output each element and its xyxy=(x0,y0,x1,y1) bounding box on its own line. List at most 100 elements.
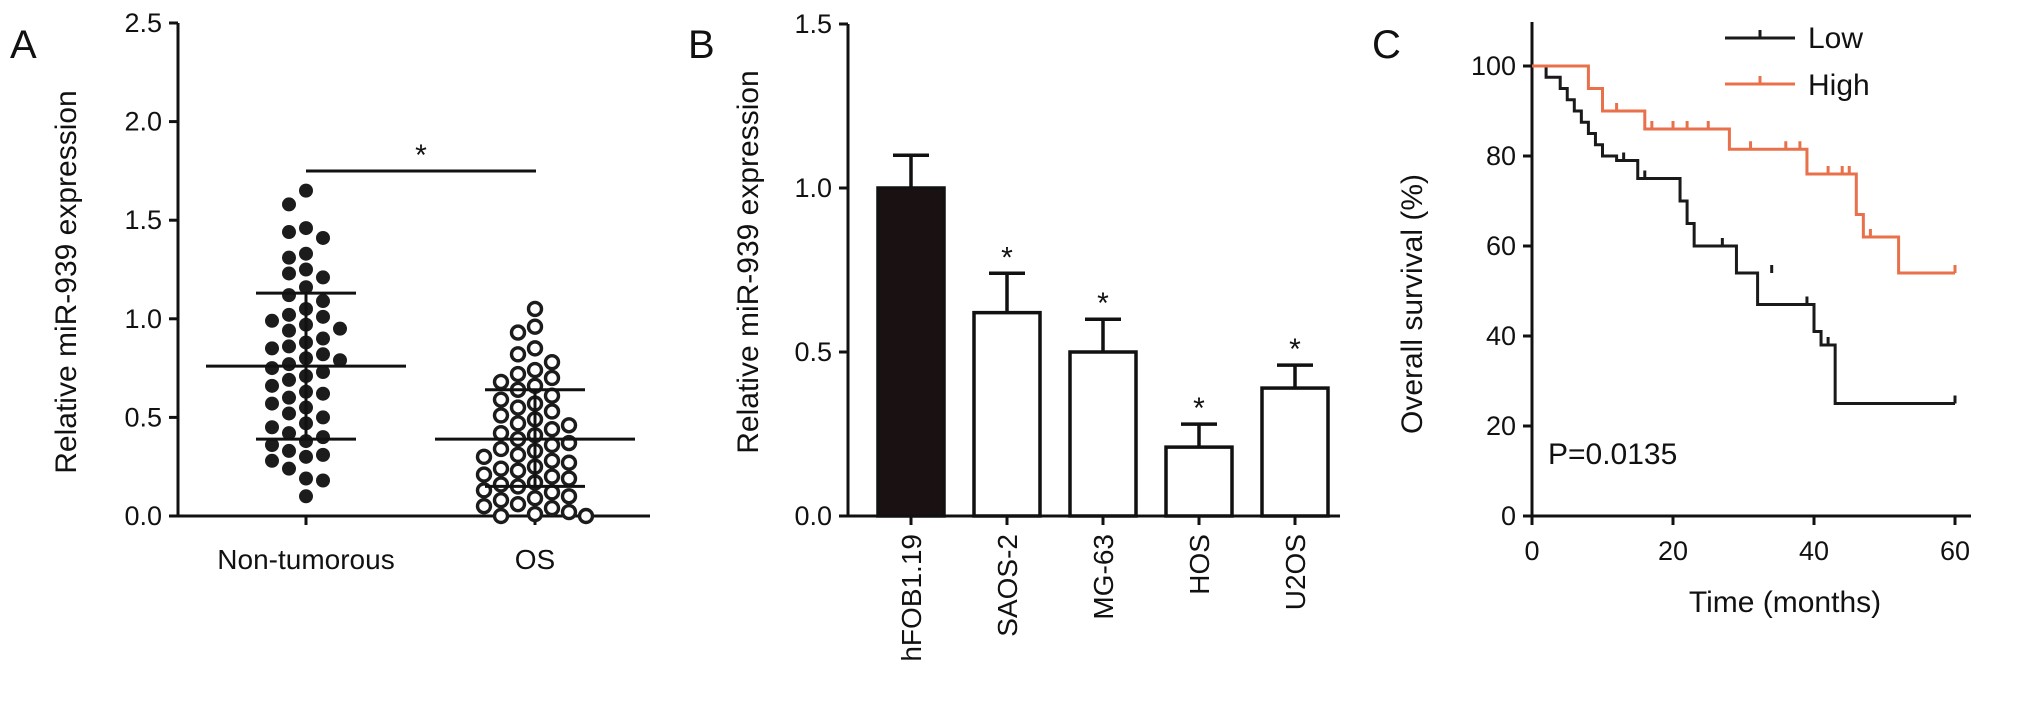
b-bar-hfob1-19 xyxy=(876,186,946,518)
a-point-os xyxy=(492,391,510,408)
a-point-os xyxy=(509,365,527,383)
a-point-os xyxy=(543,353,561,371)
a-point-os xyxy=(475,448,493,466)
a-point-os xyxy=(526,361,544,379)
b-bar-u2os xyxy=(1260,386,1330,518)
a-y-tick-label: 2.5 xyxy=(124,8,162,38)
a-point-non-tumorous xyxy=(282,390,296,405)
a-point-os xyxy=(509,462,527,479)
a-point-os xyxy=(543,369,561,387)
a-y-tick-label: 0.0 xyxy=(124,501,162,531)
c-x-tick-label: 0 xyxy=(1524,536,1539,566)
a-point-non-tumorous xyxy=(282,372,296,387)
c-x-tick-label: 20 xyxy=(1658,536,1688,566)
a-point-os xyxy=(577,507,595,525)
b-y-tick-label: 1.5 xyxy=(794,9,832,39)
a-axes: 0.0 0.5 1.0 1.5 2.0 2.5 xyxy=(124,8,650,531)
panel-a-letter: A xyxy=(10,23,37,67)
a-point-non-tumorous xyxy=(316,270,330,285)
a-point-non-tumorous xyxy=(299,489,313,504)
b-y-tick-label: 1.0 xyxy=(794,173,832,203)
c-y-tick-label: 40 xyxy=(1486,321,1516,351)
a-point-non-tumorous xyxy=(316,430,330,445)
a-point-non-tumorous xyxy=(265,313,279,328)
b-category-label: SAOS-2 xyxy=(992,534,1023,637)
a-point-os xyxy=(560,503,578,521)
b-y-axis-label: Relative miR-939 expression xyxy=(732,70,765,454)
a-point-non-tumorous xyxy=(316,294,330,309)
b-bar-saos-2 xyxy=(972,310,1042,518)
panel-c-letter: C xyxy=(1372,23,1401,67)
a-point-non-tumorous xyxy=(265,341,279,356)
b-significance-star: * xyxy=(1289,333,1301,366)
a-point-non-tumorous xyxy=(316,331,330,346)
a-points xyxy=(265,183,595,525)
c-y-tick-label: 20 xyxy=(1486,411,1516,441)
a-point-os xyxy=(543,403,561,420)
a-y-tick-label: 0.5 xyxy=(124,402,162,432)
a-point-non-tumorous xyxy=(282,197,296,212)
a-point-non-tumorous xyxy=(282,426,296,441)
a-point-os xyxy=(526,505,544,523)
a-point-os xyxy=(509,399,527,416)
a-point-os xyxy=(492,407,510,424)
a-point-os xyxy=(475,466,493,483)
a-point-os xyxy=(509,324,527,341)
a-point-non-tumorous xyxy=(316,230,330,245)
a-point-non-tumorous xyxy=(282,250,296,265)
c-legend-label-high: High xyxy=(1808,69,1870,102)
a-point-os xyxy=(492,492,510,509)
bar-chart-b: 0.0 0.5 1.0 1.5 hFOB1.19 SAOS-2 MG-63 HOS U2OS *… xyxy=(732,9,1340,662)
survival-chart-c: 0 20 40 60 80 100 0 20 40 60 Overall survival (%)… xyxy=(1396,22,1971,619)
b-category-label: HOS xyxy=(1184,534,1215,595)
c-axes: 0 20 40 60 80 100 0 20 40 60 xyxy=(1471,22,1971,566)
a-point-non-tumorous xyxy=(282,357,296,372)
a-point-non-tumorous xyxy=(299,434,313,449)
a-category-label-non-tumorous: Non-tumorous xyxy=(217,544,394,575)
c-x-tick-label: 60 xyxy=(1940,536,1970,566)
a-point-os xyxy=(526,490,544,507)
a-point-non-tumorous xyxy=(282,443,296,458)
a-point-os xyxy=(543,421,561,438)
c-y-tick-label: 100 xyxy=(1471,51,1516,81)
a-point-non-tumorous xyxy=(282,288,296,303)
b-category-label: MG-63 xyxy=(1088,534,1119,620)
a-point-non-tumorous xyxy=(316,473,330,488)
a-point-non-tumorous xyxy=(299,221,313,236)
c-y-axis-label: Overall survival (%) xyxy=(1396,174,1429,434)
a-point-os xyxy=(526,318,544,335)
a-point-non-tumorous xyxy=(299,262,313,277)
a-point-non-tumorous xyxy=(265,438,279,453)
a-point-non-tumorous xyxy=(333,321,347,336)
c-legend: Low High xyxy=(1725,22,1870,102)
c-legend-label-low: Low xyxy=(1808,22,1863,55)
a-point-os xyxy=(509,495,527,513)
a-point-non-tumorous xyxy=(282,406,296,421)
b-bar-mg-63 xyxy=(1068,350,1138,518)
a-point-non-tumorous xyxy=(282,225,296,240)
a-point-os xyxy=(560,454,578,471)
a-point-os xyxy=(509,415,527,432)
b-category-label: U2OS xyxy=(1280,534,1311,610)
a-point-os xyxy=(543,452,561,469)
c-survival-curves xyxy=(1532,64,1957,405)
a-point-non-tumorous xyxy=(282,461,296,476)
a-point-os xyxy=(560,470,578,487)
a-point-os xyxy=(526,340,544,357)
c-x-axis-label: Time (months) xyxy=(1689,586,1881,619)
b-bars: * * * * xyxy=(876,153,1330,518)
a-point-os xyxy=(492,440,510,458)
a-point-non-tumorous xyxy=(265,378,279,393)
a-point-non-tumorous xyxy=(316,386,330,401)
a-y-tick-label: 1.5 xyxy=(124,205,162,235)
b-significance-star: * xyxy=(1001,241,1013,274)
a-point-os xyxy=(526,300,544,318)
a-point-non-tumorous xyxy=(316,410,330,425)
a-point-non-tumorous xyxy=(282,323,296,338)
a-point-os xyxy=(475,497,493,515)
a-y-tick-label: 1.0 xyxy=(124,304,162,334)
c-y-tick-label: 80 xyxy=(1486,141,1516,171)
a-significance-star: * xyxy=(415,139,427,172)
a-point-non-tumorous xyxy=(282,339,296,354)
